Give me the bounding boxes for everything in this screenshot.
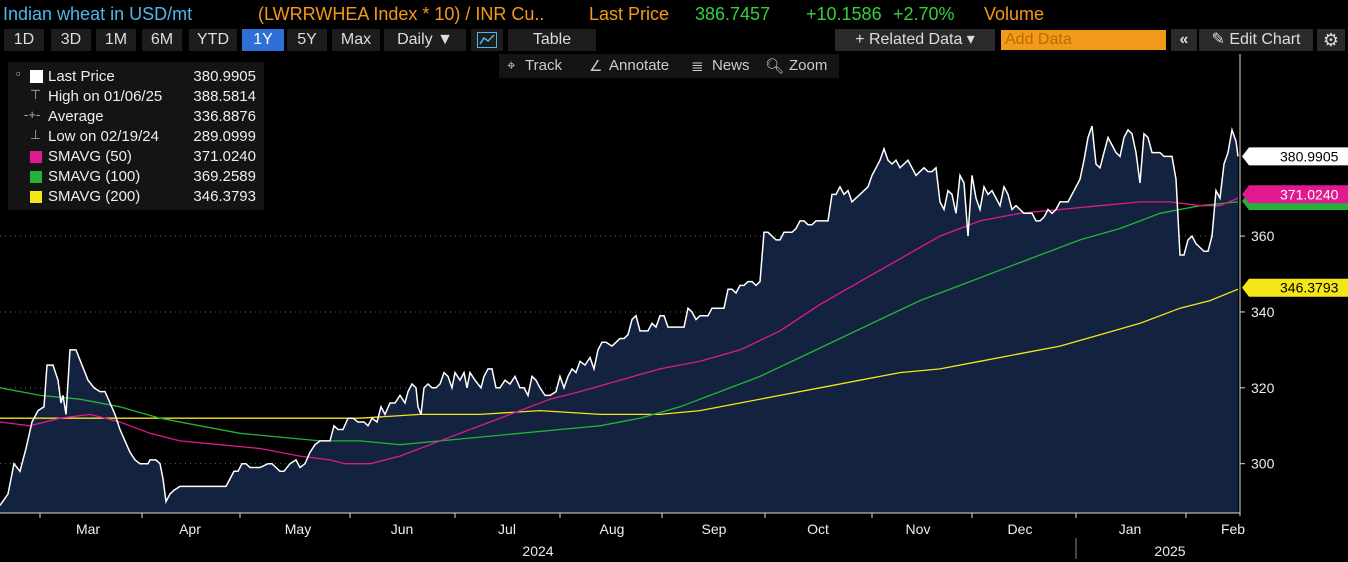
last-price-tag-label: 380.9905 [1280,148,1339,164]
add-data-input[interactable]: Add Data [1001,30,1166,50]
related-data-dropdown[interactable]: + Related Data ▾ [835,29,995,51]
smavg200-tag [1242,278,1348,297]
x-tick-label: Jan [1119,521,1142,537]
legend-item-average[interactable]: -+- Average 336.8876 [8,107,264,127]
volume-label: Volume [984,4,1045,24]
last-price-tag [1242,147,1348,166]
x-tick-label: Jun [391,521,414,537]
legend-label: Average [48,108,104,125]
news-icon[interactable]: ≣ [691,58,704,75]
range-5y-button[interactable]: 5Y [287,29,327,51]
annotate-button[interactable]: Annotate [609,57,670,74]
range-1m-button[interactable]: 1M [96,29,136,51]
legend-label: High on 01/06/25 [48,88,163,105]
track-icon[interactable]: ⌖ [507,57,516,74]
legend-label: Last Price [48,68,115,85]
last-price-value: 386.7457 [695,4,771,24]
frequency-dropdown[interactable]: Daily ▼ [384,29,466,51]
line-chart-icon[interactable] [471,29,503,51]
y-tick-label: 340 [1251,304,1275,320]
x-tick-label: Jul [498,521,516,537]
legend-swatch [30,171,42,183]
chart-tools-bar: ⌖ Track ∠ Annotate ≣ News 🔍︎ Zoom [499,54,839,78]
range-1d-button[interactable]: 1D [4,29,44,51]
toolbar: 1D 3D 1M 6M YTD 1Y 5Y Max Daily ▼ Table … [0,28,1348,54]
x-tick-label: Mar [76,521,100,537]
zoom-icon[interactable]: 🔍︎ [765,58,785,75]
legend-item-last-price[interactable]: ▫ Last Price 380.9905 [8,66,264,87]
range-max-button[interactable]: Max [332,29,380,51]
y-tick-label: 300 [1251,456,1275,472]
title-bar: Indian wheat in USD/mt (LWRRWHEA Index *… [0,0,1348,28]
legend-swatch [30,151,42,163]
legend-swatch [30,70,43,83]
x-tick-label: Nov [906,521,931,537]
legend-value: 336.8876 [193,108,256,125]
legend-value: 369.2589 [193,168,256,185]
range-ytd-button[interactable]: YTD [189,29,237,51]
range-3d-button[interactable]: 3D [51,29,91,51]
formula-label: (LWRRWHEA Index * 10) / INR Cu.. [258,4,545,24]
smavg50-tag-label: 371.0240 [1280,186,1339,202]
x-tick-label: Apr [179,521,201,537]
range-1y-button[interactable]: 1Y [242,29,284,51]
high-marker-icon: ⊤ [30,87,42,102]
price-area [0,126,1238,513]
legend-item-smavg200[interactable]: SMAVG (200) 346.3793 [8,187,264,207]
legend-swatch [30,191,42,203]
x-tick-label: Feb [1221,521,1245,537]
price-change-pct: +2.70% [893,4,955,24]
legend-item-high[interactable]: ⊤ High on 01/06/25 388.5814 [8,87,264,107]
low-marker-icon: ⊥ [30,127,42,142]
average-marker-icon: -+- [24,107,41,122]
legend-value: 371.0240 [193,148,256,165]
x-tick-label: Aug [600,521,625,537]
legend-value: 380.9905 [193,68,256,85]
price-chart[interactable]: 300 320 340 360 Mar Apr May Jun Jul Aug Sep Oct Nov D… [0,54,1348,562]
smavg200-line [0,288,1239,419]
annotate-icon[interactable]: ∠ [589,58,603,75]
price-change: +10.1586 [806,4,882,24]
price-line [0,125,1239,506]
smavg100-line [0,201,1239,446]
legend-label: Low on 02/19/24 [48,128,159,145]
legend-item-smavg50[interactable]: SMAVG (50) 371.0240 [8,147,264,167]
track-button[interactable]: Track [525,57,562,74]
chart-legend: ▫ Last Price 380.9905 ⊤ High on 01/06/25… [8,62,264,210]
collapse-icon[interactable]: « [1171,29,1197,51]
y-tick-label: 360 [1251,228,1275,244]
legend-label: SMAVG (50) [48,148,132,165]
legend-collapse-icon[interactable]: ▫ [16,66,21,81]
smavg200-tag-label: 346.3793 [1280,280,1339,296]
news-button[interactable]: News [712,57,750,74]
legend-label: SMAVG (100) [48,168,141,185]
legend-item-low[interactable]: ⊥ Low on 02/19/24 289.0999 [8,127,264,147]
legend-value: 346.3793 [193,188,256,205]
chart-title: Indian wheat in USD/mt [3,4,193,24]
y-tick-label: 320 [1251,380,1275,396]
x-tick-label: Dec [1008,521,1033,537]
legend-item-smavg100[interactable]: SMAVG (100) 369.2589 [8,167,264,187]
x-tick-label: Sep [702,521,727,537]
legend-value: 388.5814 [193,88,256,105]
year-label: 2024 [522,543,553,559]
last-price-label: Last Price [589,4,670,24]
edit-chart-button[interactable]: ✎ Edit Chart [1199,29,1313,51]
settings-icon[interactable]: ⚙ [1317,29,1345,51]
zoom-button[interactable]: Zoom [789,57,828,74]
year-label: 2025 [1154,543,1185,559]
x-tick-label: May [285,521,311,537]
legend-value: 289.0999 [193,128,256,145]
range-6m-button[interactable]: 6M [142,29,182,51]
smavg50-tag [1242,185,1348,204]
table-button[interactable]: Table [508,29,596,51]
legend-label: SMAVG (200) [48,188,141,205]
smavg50-line [0,197,1239,465]
x-tick-label: Oct [807,521,829,537]
